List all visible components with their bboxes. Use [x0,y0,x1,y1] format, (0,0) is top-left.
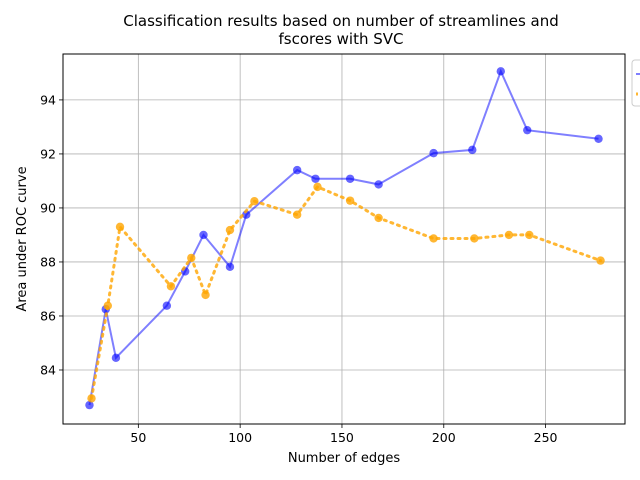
x-tick-label: 250 [534,430,558,445]
series-1-point [162,301,172,310]
series-2-point [187,253,196,263]
series-1-point [468,145,477,155]
series-2-point [225,225,235,235]
series-layer [85,67,605,410]
y-tick-label: 86 [40,308,56,323]
series-1-point [111,353,121,363]
series-2-point [596,256,605,265]
y-tick-label: 84 [40,362,56,377]
chart-title-line-1: Classification results based on number o… [123,12,559,30]
legend-frame [631,59,640,107]
x-tick-label: 100 [228,430,252,445]
series-2-point [470,234,479,243]
series-2-point [166,282,176,291]
plot-area-frame [62,53,626,425]
series-2-point [115,222,125,232]
series-1-point [199,230,208,240]
series-1-line [88,68,599,406]
chart-title-line-2: fscores with SVC [278,30,403,48]
series-2-point [292,210,302,219]
series-2-point [374,213,383,223]
series-2-point [103,301,112,310]
series-2-point [504,230,514,240]
x-tick-label: 150 [330,430,354,445]
series-2-point [313,182,322,192]
series-1-point [292,165,302,175]
y-tick-label: 92 [40,146,56,161]
series-2-point [429,234,438,243]
x-tick-label: 50 [130,430,146,445]
series-1-point [311,174,320,183]
y-tick-label: 90 [40,200,56,215]
series-1-point [85,400,94,410]
series-1-point [523,125,532,135]
series-1-point [345,174,355,183]
series-1-point [242,210,251,219]
series-2-line [90,185,603,400]
x-axis-label: Number of edges [288,451,401,466]
y-tick-label: 88 [40,254,56,269]
series-2-point [345,196,355,205]
series-1-point [225,262,235,272]
y-axis-label: Area under ROC curve [15,166,30,311]
x-tick-label: 200 [432,430,456,445]
series-2-point [201,290,210,300]
x-axis: 50 100 150 200 250 [130,424,558,445]
legend [631,59,640,107]
series-2-point [525,230,534,240]
series-2-point [87,394,96,403]
y-axis: 84 86 88 90 92 94 [40,92,63,377]
y-tick-label: 94 [40,92,56,107]
series-1-point [594,134,603,144]
series-1-point [496,67,505,76]
series-1-point [429,148,438,158]
series-1-point [374,180,383,189]
series-2-point [250,196,259,206]
